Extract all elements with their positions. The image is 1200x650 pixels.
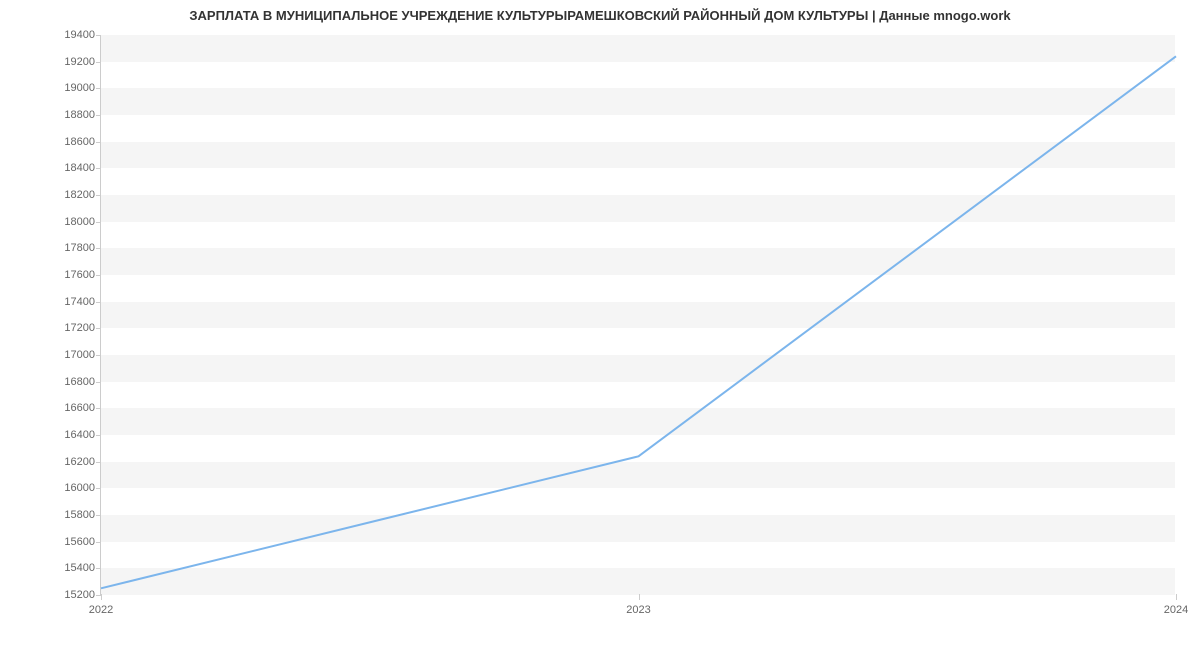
chart-title: ЗАРПЛАТА В МУНИЦИПАЛЬНОЕ УЧРЕЖДЕНИЕ КУЛЬ… [0, 0, 1200, 23]
y-tick-label: 18800 [64, 109, 95, 121]
y-tick-label: 18400 [64, 162, 95, 174]
x-tick-label: 2023 [626, 604, 650, 616]
y-tick-label: 17000 [64, 349, 95, 361]
salary-line [101, 56, 1176, 588]
y-tick-label: 17800 [64, 242, 95, 254]
y-tick-label: 15400 [64, 562, 95, 574]
y-tick-label: 16400 [64, 429, 95, 441]
y-tick-label: 15800 [64, 509, 95, 521]
y-tick-label: 19200 [64, 56, 95, 68]
y-tick-label: 19000 [64, 82, 95, 94]
x-tick-label: 2024 [1164, 604, 1188, 616]
y-tick-label: 18200 [64, 189, 95, 201]
line-series [101, 35, 1176, 595]
y-tick-label: 18000 [64, 216, 95, 228]
y-tick-label: 15600 [64, 536, 95, 548]
x-tick-mark [1176, 594, 1177, 600]
x-tick-label: 2022 [89, 604, 113, 616]
y-tick-label: 15200 [64, 589, 95, 601]
plot-area: 1520015400156001580016000162001640016600… [100, 35, 1175, 595]
y-tick-label: 19400 [64, 29, 95, 41]
y-tick-label: 17400 [64, 296, 95, 308]
y-tick-label: 16800 [64, 376, 95, 388]
y-tick-label: 17600 [64, 269, 95, 281]
y-tick-label: 16000 [64, 482, 95, 494]
y-tick-label: 18600 [64, 136, 95, 148]
y-tick-label: 16200 [64, 456, 95, 468]
y-tick-label: 17200 [64, 322, 95, 334]
y-tick-label: 16600 [64, 402, 95, 414]
chart-container: 1520015400156001580016000162001640016600… [100, 35, 1175, 595]
